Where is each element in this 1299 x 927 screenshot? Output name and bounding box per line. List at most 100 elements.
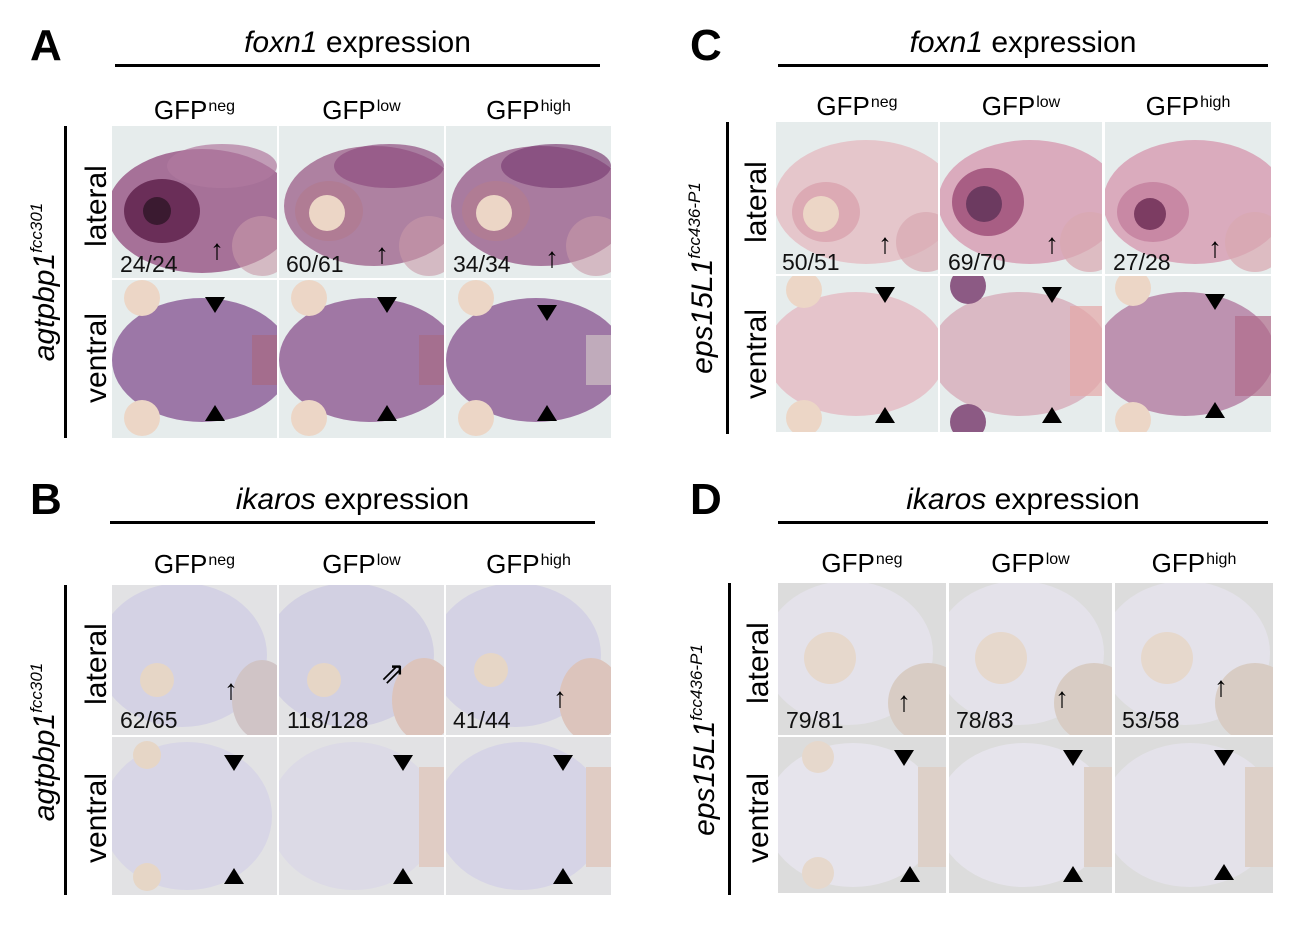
title-gene: ikaros [235, 483, 316, 516]
row-label-ventral: ventral [742, 772, 775, 864]
gene-divider [726, 122, 729, 434]
embryo-image [778, 737, 946, 893]
arrow-up-icon: ↑ [1214, 671, 1228, 702]
panel-title: ikaros expression [778, 483, 1268, 517]
arrow-up-icon: ↑ [878, 228, 892, 259]
row-label-ventral: ventral [80, 772, 113, 864]
gene-divider [64, 585, 67, 895]
arrow-up-icon: ↑ [375, 238, 389, 269]
arrowhead-up-icon [537, 405, 557, 421]
column-header-high: GFPhigh [1151, 548, 1237, 578]
arrow-up-icon: ↑ [224, 674, 238, 705]
count-label: 27/28 [1113, 249, 1171, 275]
arrow-up-icon: ↑ [210, 234, 224, 265]
arrowhead-down-icon [377, 297, 397, 313]
arrowhead-down-icon [553, 755, 573, 771]
embryo-image [940, 122, 1102, 274]
embryo-image [112, 126, 277, 278]
arrowhead-down-icon [224, 755, 244, 771]
count-label: 60/61 [286, 251, 344, 277]
arrowhead-down-icon [875, 287, 895, 303]
title-rest: expression [986, 483, 1140, 516]
title-underline [778, 521, 1268, 524]
column-header-low: GFPlow [981, 91, 1061, 121]
title-rest: expression [315, 483, 470, 516]
title-gene: ikaros [906, 483, 987, 516]
embryo-image [279, 585, 444, 735]
title-rest: expression [982, 26, 1137, 59]
arrowhead-down-icon [1205, 294, 1225, 310]
arrowhead-up-icon [1063, 866, 1083, 882]
arrowhead-up-icon [1042, 407, 1062, 423]
genotype-label: agtpbp1fcc301 [27, 662, 61, 822]
arrowhead-down-icon [537, 305, 557, 321]
title-gene: foxn1 [909, 26, 983, 59]
arrowhead-up-icon [393, 868, 413, 884]
arrowhead-down-icon [894, 750, 914, 766]
column-header-low: GFPlow [991, 548, 1070, 578]
panel-title: foxn1 expression [115, 26, 600, 60]
gene-divider [728, 583, 731, 895]
arrowhead-down-icon [1214, 750, 1234, 766]
arrow-up-icon: ↑ [553, 682, 567, 713]
embryo-image [446, 737, 611, 895]
column-header-high: GFPhigh [486, 549, 571, 579]
arrow-up-icon: ↑ [545, 242, 559, 273]
embryo-image [940, 276, 1102, 432]
column-header-high: GFPhigh [1145, 91, 1231, 121]
embryo-image [446, 585, 611, 735]
embryo-image [1115, 737, 1273, 893]
arrow-up-icon: ↑ [1045, 228, 1059, 259]
count-label: 24/24 [120, 251, 178, 277]
arrowhead-down-icon [393, 755, 413, 771]
arrowhead-up-icon [900, 866, 920, 882]
embryo-image [1115, 583, 1273, 735]
arrowhead-up-icon [1205, 402, 1225, 418]
count-label: 50/51 [782, 249, 840, 275]
count-label: 69/70 [948, 249, 1006, 275]
embryo-image [949, 583, 1112, 735]
panel-title: ikaros expression [110, 483, 595, 517]
row-label-lateral: lateral [80, 165, 113, 247]
panel-title: foxn1 expression [778, 26, 1268, 60]
arrow-up-icon: ↑ [897, 686, 911, 717]
title-rest: expression [317, 26, 471, 59]
arrowhead-up-icon [224, 868, 244, 884]
embryo-image [446, 280, 611, 438]
title-underline [115, 64, 600, 67]
count-label: 79/81 [786, 707, 844, 733]
row-label-lateral: lateral [742, 622, 775, 704]
count-label: 118/128 [287, 707, 369, 733]
embryo-image [949, 737, 1112, 893]
arrowhead-down-icon [1042, 287, 1062, 303]
column-header-low: GFPlow [322, 95, 401, 125]
count-label: 62/65 [120, 707, 178, 733]
row-label-lateral: lateral [80, 623, 113, 705]
embryo-image [279, 126, 444, 278]
column-header-low: GFPlow [322, 549, 401, 579]
embryo-image [776, 276, 938, 432]
column-header-neg: GFPneg [153, 95, 236, 125]
embryo-image [1105, 276, 1271, 432]
row-label-ventral: ventral [80, 312, 113, 404]
arrowhead-up-icon [1214, 864, 1234, 880]
arrowhead-down-icon [205, 297, 225, 313]
embryo-image [1105, 122, 1271, 274]
embryo-image [446, 126, 611, 278]
double-arrow-icon: ⇗ [380, 657, 406, 690]
arrowhead-up-icon [875, 407, 895, 423]
title-underline [778, 64, 1268, 67]
count-label: 78/83 [956, 707, 1014, 733]
arrowhead-down-icon [1063, 750, 1083, 766]
embryo-image [112, 280, 277, 438]
column-header-neg: GFPneg [821, 548, 903, 578]
gene-divider [64, 126, 67, 438]
panel-label: C [690, 21, 722, 70]
count-label: 41/44 [453, 707, 511, 733]
count-label: 53/58 [1122, 707, 1180, 733]
genotype-label: agtpbp1fcc301 [27, 202, 61, 362]
embryo-image [279, 280, 444, 438]
count-label: 34/34 [453, 251, 511, 277]
panel-label: B [30, 475, 62, 524]
column-header-neg: GFPneg [816, 91, 898, 121]
